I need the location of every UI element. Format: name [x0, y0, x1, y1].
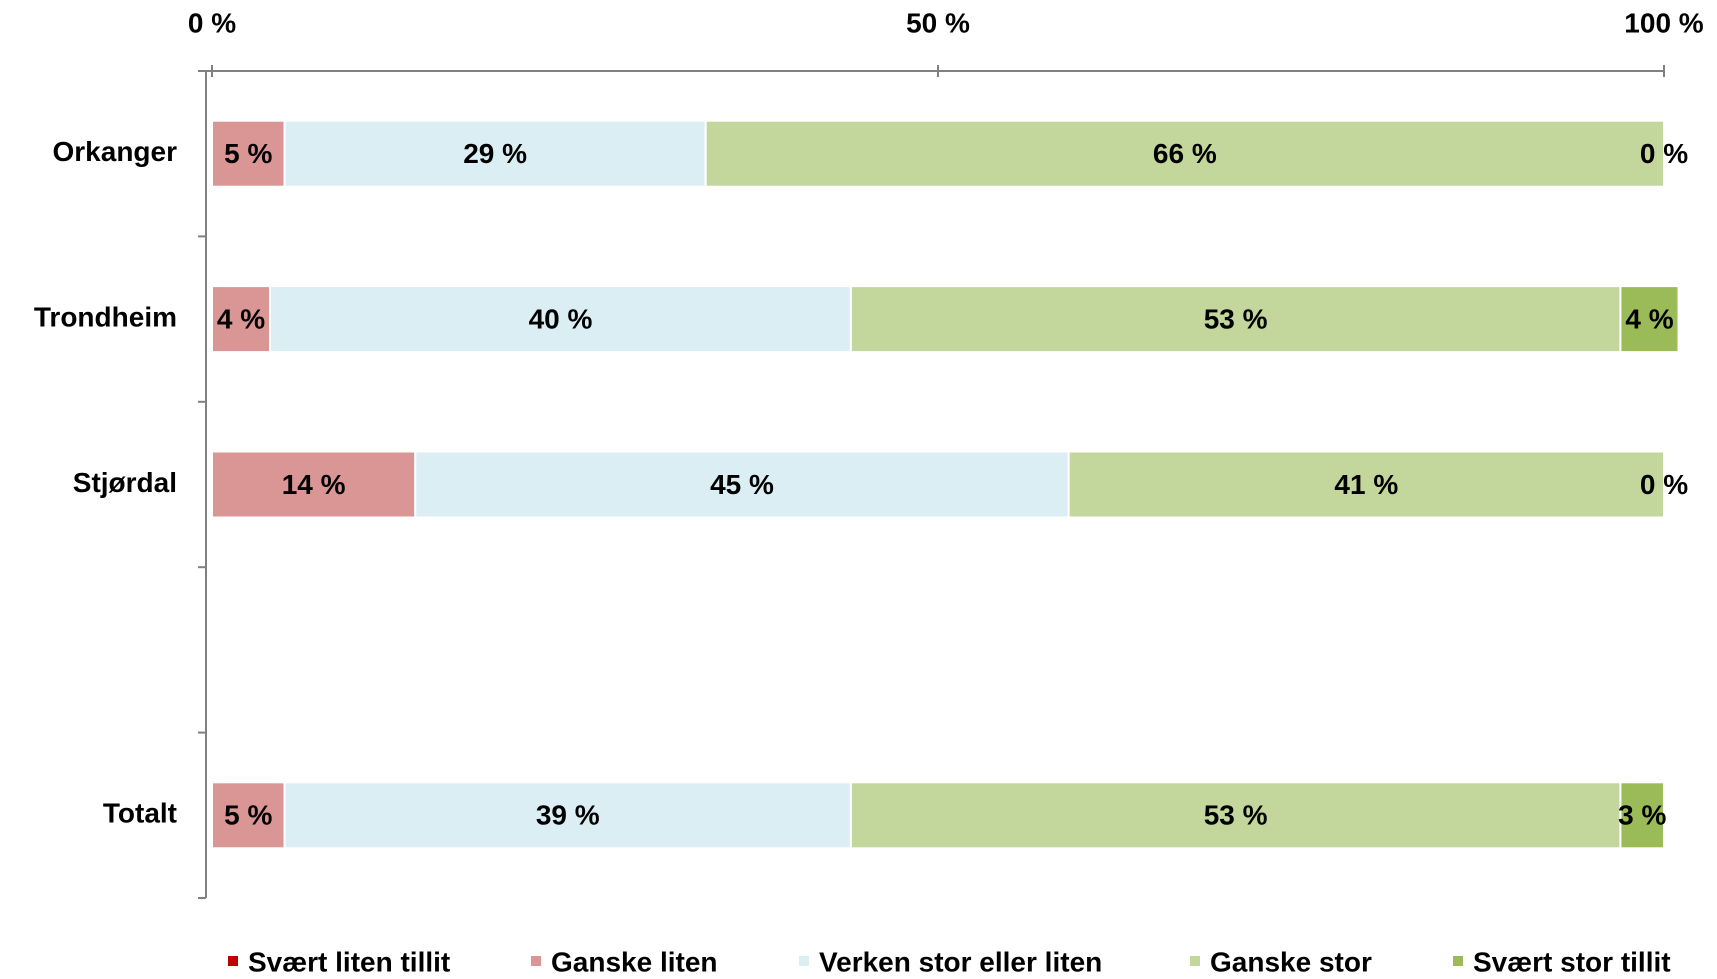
data-label: 41 % [1334, 469, 1398, 500]
legend-swatch [531, 956, 541, 966]
data-label: 66 % [1153, 138, 1217, 169]
data-label: 29 % [463, 138, 527, 169]
legend-label: Svært stor tillit [1473, 946, 1671, 977]
bar-segment [1067, 450, 1666, 519]
x-tick-label: 50 % [906, 7, 970, 38]
data-label: 0 % [1640, 138, 1688, 169]
bar-segment [849, 285, 1622, 354]
legend-label: Ganske liten [551, 946, 718, 977]
legend-swatch [228, 956, 238, 966]
data-label: 14 % [282, 469, 346, 500]
bar-segment [849, 781, 1622, 850]
y-tick-label: Stjørdal [73, 467, 177, 498]
bar-segment [414, 450, 1070, 519]
bar-segment [1619, 781, 1665, 850]
data-label: 45 % [710, 469, 774, 500]
legend-swatch [799, 956, 809, 966]
legend-label: Ganske stor [1210, 946, 1372, 977]
data-label: 0 % [1640, 469, 1688, 500]
bar-segment [283, 119, 707, 188]
bar-segment [1619, 285, 1680, 354]
bar-segment [704, 119, 1665, 188]
x-tick-label: 100 % [1624, 7, 1703, 38]
data-label: 53 % [1204, 800, 1268, 831]
legend-swatch [1453, 956, 1463, 966]
data-label: 53 % [1204, 303, 1268, 334]
bar-segment [283, 781, 852, 850]
legend-label: Verken stor eller liten [819, 946, 1102, 977]
legend-label: Svært liten tillit [248, 946, 450, 977]
bar-segment [211, 285, 272, 354]
data-label: 39 % [536, 800, 600, 831]
data-label: 40 % [529, 303, 593, 334]
data-label: 4 % [217, 303, 265, 334]
y-tick-label: Totalt [103, 798, 177, 829]
y-tick-label: Trondheim [34, 301, 177, 332]
bar-segment [211, 781, 286, 850]
data-label: 3 % [1618, 800, 1666, 831]
data-label: 5 % [224, 800, 272, 831]
x-tick-label: 0 % [188, 7, 236, 38]
bar-segment [269, 285, 852, 354]
legend-swatch [1190, 956, 1200, 966]
data-label: 4 % [1625, 303, 1673, 334]
data-label: 5 % [224, 138, 272, 169]
bar-segment [211, 119, 286, 188]
y-tick-label: Orkanger [53, 136, 178, 167]
